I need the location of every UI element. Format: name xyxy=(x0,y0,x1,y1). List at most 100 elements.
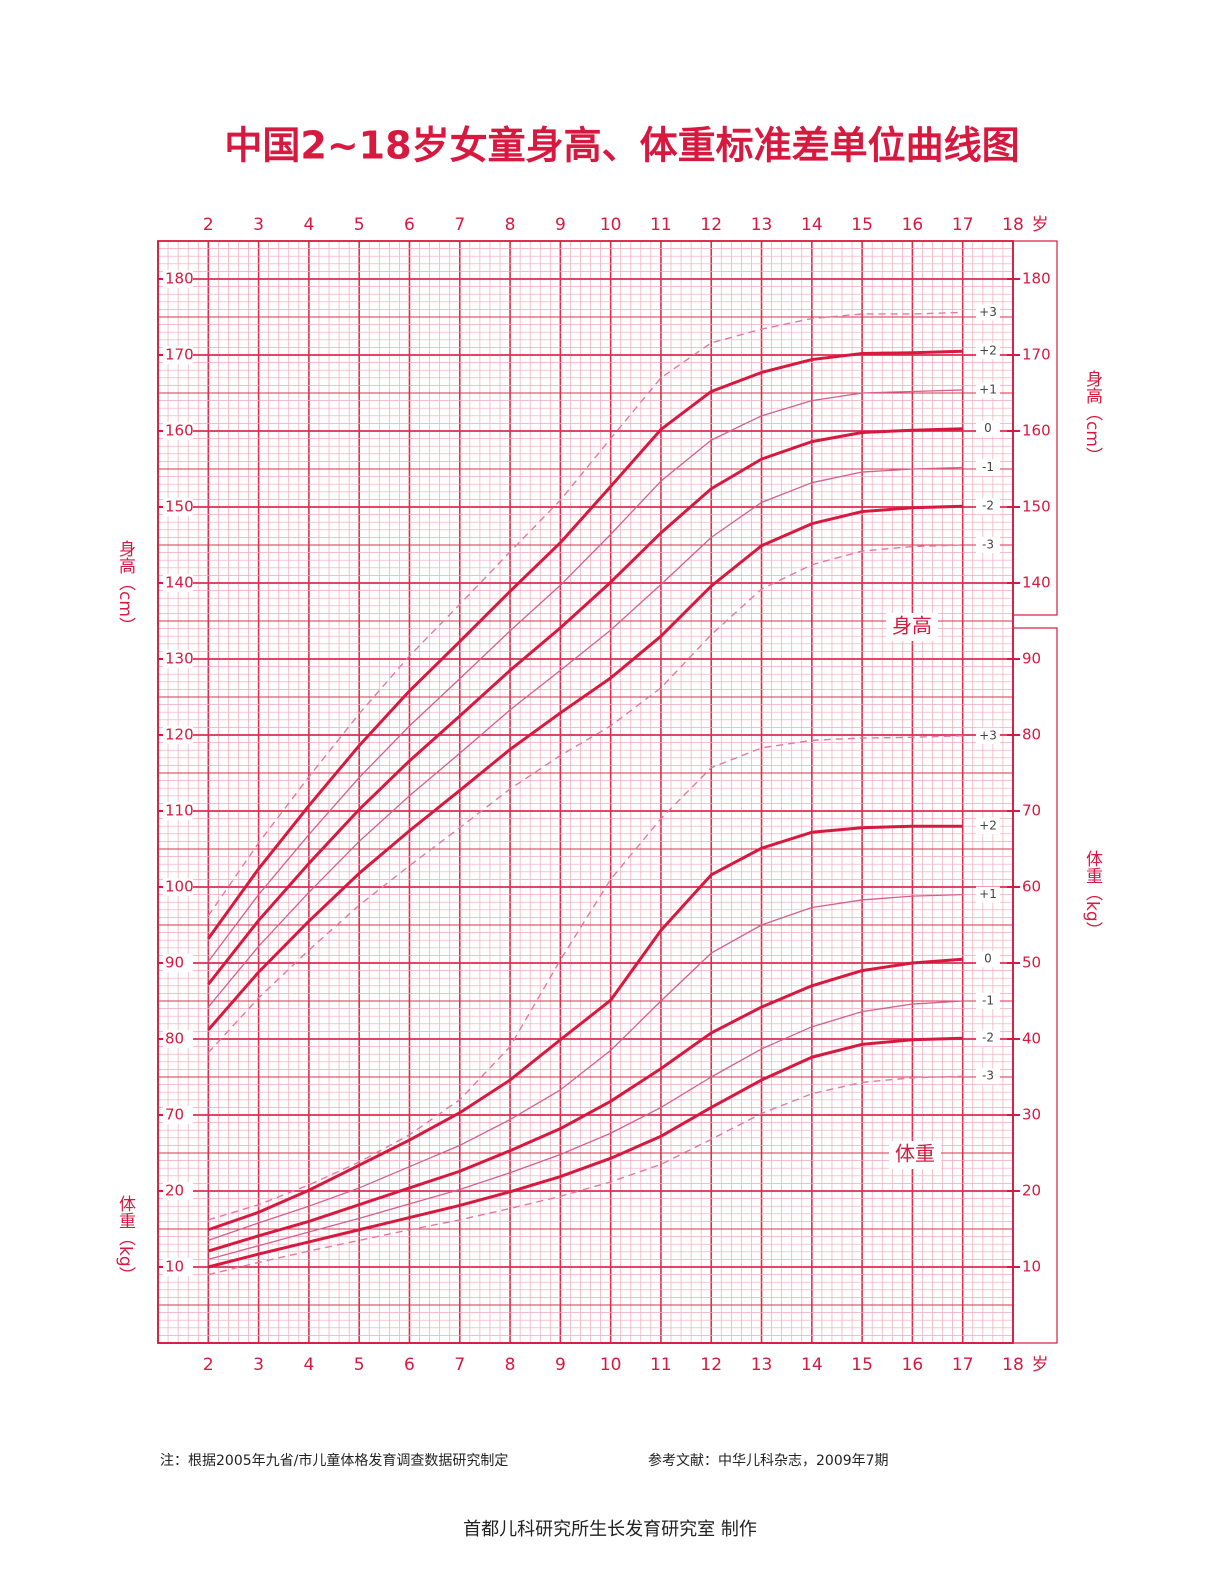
series-label: -2 xyxy=(982,1031,994,1045)
series-label-bg xyxy=(976,459,1000,476)
series-label: +1 xyxy=(979,382,997,396)
series-label-bg xyxy=(976,537,1000,553)
y-tick-label: 140 xyxy=(165,574,194,592)
series-label: -3 xyxy=(982,1069,994,1083)
series-label-bg xyxy=(976,498,1000,515)
series-label: +2 xyxy=(979,819,997,833)
tick-label-bg xyxy=(1020,498,1050,516)
tick-label-bg xyxy=(1020,270,1050,288)
y-tick-label: 90 xyxy=(165,954,184,972)
x-tick-label: 7 xyxy=(454,1355,465,1375)
series-label-bg xyxy=(976,951,1000,968)
x-tick-label: 7 xyxy=(454,215,465,235)
x-tick-label: 15 xyxy=(851,1355,873,1375)
sd-curve xyxy=(207,504,963,1031)
x-tick-label: 11 xyxy=(650,1355,672,1375)
x-tick-label: 11 xyxy=(650,215,672,235)
x-tick-label: 9 xyxy=(555,215,566,235)
y-tick-label: 160 xyxy=(1022,422,1051,440)
tick-label-bg xyxy=(1020,954,1050,972)
y-tick-label: 180 xyxy=(1022,270,1051,288)
sd-curve xyxy=(207,957,963,1253)
series-label: -3 xyxy=(982,538,994,552)
series-label-bg xyxy=(976,727,1000,744)
y-tick-label: 10 xyxy=(1022,1258,1041,1276)
tick-label-bg xyxy=(163,878,193,896)
tick-label-bg xyxy=(1020,1258,1050,1276)
series-label: -1 xyxy=(982,994,994,1008)
series-label-bg xyxy=(976,993,1000,1009)
series-label-bg xyxy=(976,818,1000,835)
x-tick-label: 10 xyxy=(600,1355,622,1375)
tick-label-bg xyxy=(163,422,193,440)
x-tick-label: 3 xyxy=(253,1355,264,1375)
sd-curve xyxy=(207,311,963,917)
series-label-bg xyxy=(976,420,1000,437)
x-tick-label: 2 xyxy=(203,1355,214,1375)
series-label-bg xyxy=(976,886,1000,903)
y-tick-label: 10 xyxy=(165,1258,184,1276)
x-tick-label: 2 xyxy=(203,215,214,235)
sd-curve xyxy=(207,349,963,940)
sd-curve xyxy=(207,544,963,1054)
y-tick-label: 150 xyxy=(1022,498,1051,516)
chart-title: 中国2~18岁女童身高、体重标准差单位曲线图 xyxy=(224,124,1019,168)
y-tick-label: 170 xyxy=(165,346,194,364)
x-unit: 岁 xyxy=(1032,1355,1049,1375)
y-axis-label: 身高（cm） xyxy=(1082,370,1103,464)
series-label: +2 xyxy=(979,344,997,358)
y-tick-label: 170 xyxy=(1022,346,1051,364)
x-tick-label: 5 xyxy=(354,1355,365,1375)
tick-label-bg xyxy=(163,726,193,744)
x-tick-label: 17 xyxy=(952,1355,974,1375)
tick-label-bg xyxy=(163,270,193,288)
x-tick-label: 4 xyxy=(303,215,314,235)
tick-label-bg xyxy=(163,1182,193,1200)
series-label: -2 xyxy=(982,499,994,513)
y-tick-label: 80 xyxy=(165,1030,184,1048)
sd-curve xyxy=(208,1075,963,1276)
annotation-bg xyxy=(889,1141,941,1169)
x-tick-label: 14 xyxy=(801,1355,823,1375)
x-tick-label: 12 xyxy=(700,1355,722,1375)
tick-label-bg xyxy=(163,954,193,972)
y2-axis-label: 体重（kg） xyxy=(1082,850,1103,939)
x-tick-label: 13 xyxy=(751,215,773,235)
x-tick-label: 16 xyxy=(902,1355,924,1375)
tick-label-bg xyxy=(1020,422,1050,440)
series-label: 0 xyxy=(984,952,992,966)
x-tick-label: 8 xyxy=(505,1355,516,1375)
y2-axis-label: 体重（kg） xyxy=(115,1195,136,1284)
y-tick-label: 20 xyxy=(165,1182,184,1200)
x-tick-label: 14 xyxy=(801,215,823,235)
tick-label-bg xyxy=(1020,802,1050,820)
y-tick-label: 130 xyxy=(165,650,194,668)
x-unit: 岁 xyxy=(1032,215,1049,235)
y-tick-label: 180 xyxy=(165,270,194,288)
tick-label-bg xyxy=(1020,878,1050,896)
tick-label-bg xyxy=(163,1030,193,1048)
y-axis-label: 身高（cm） xyxy=(115,540,136,634)
sd-curve xyxy=(208,735,963,1221)
sd-curve xyxy=(207,1036,963,1269)
y-tick-label: 50 xyxy=(1022,954,1041,972)
y-tick-label: 20 xyxy=(1022,1182,1041,1200)
footnote: 注：根据2005年九省/市儿童体格发育调查数据研究制定 xyxy=(160,1452,508,1469)
x-tick-label: 13 xyxy=(751,1355,773,1375)
tick-label-bg xyxy=(163,498,193,516)
x-tick-label: 16 xyxy=(902,215,924,235)
tick-label-bg xyxy=(163,346,193,364)
sd-curve xyxy=(208,893,963,1242)
y-tick-label: 90 xyxy=(1022,650,1041,668)
x-tick-label: 6 xyxy=(404,1355,415,1375)
series-label: +3 xyxy=(979,305,997,319)
x-tick-label: 3 xyxy=(253,215,264,235)
credit: 首都儿科研究所生长发育研究室 制作 xyxy=(463,1519,757,1540)
x-tick-label: 6 xyxy=(404,215,415,235)
y-tick-label: 40 xyxy=(1022,1030,1041,1048)
series-label: +3 xyxy=(979,728,997,742)
x-tick-label: 10 xyxy=(600,215,622,235)
y-tick-label: 100 xyxy=(165,878,194,896)
annotation: 体重 xyxy=(895,1142,935,1166)
